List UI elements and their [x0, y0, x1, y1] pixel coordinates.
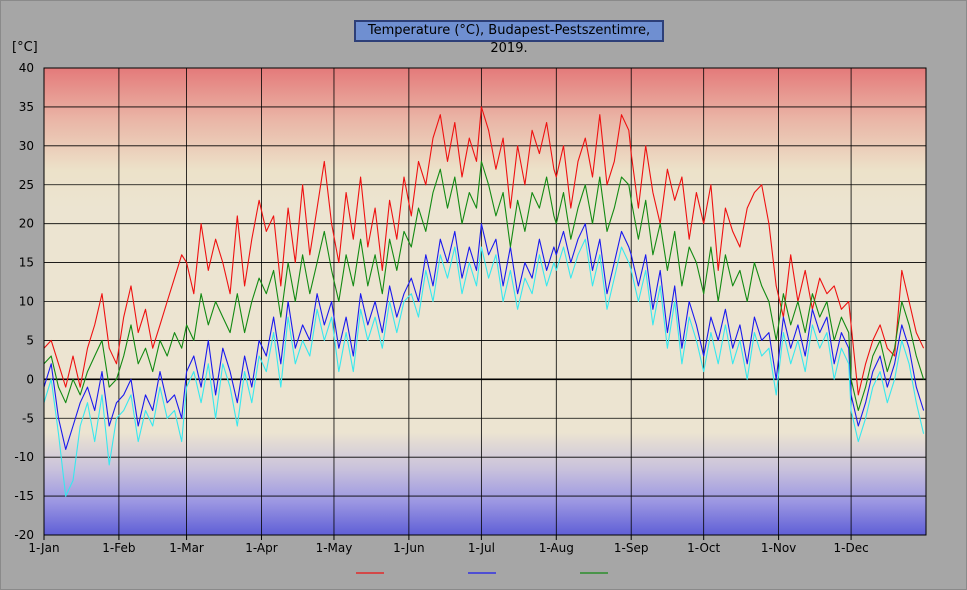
y-tick-label: 20 [19, 217, 34, 231]
x-tick-label: 1-Jul [468, 541, 495, 555]
x-tick-label: 1-Jan [28, 541, 59, 555]
y-tick-label: 25 [19, 178, 34, 192]
series-lines [43, 106, 925, 497]
x-tick-label: 1-Oct [687, 541, 720, 555]
x-tick-label: 1-Aug [539, 541, 574, 555]
grid-lines [43, 67, 926, 536]
x-tick-label: 1-Sep [614, 541, 649, 555]
x-tick-label: 1-May [316, 541, 353, 555]
y-tick-label: 0 [26, 372, 34, 386]
y-tick-label: -20 [14, 528, 34, 542]
y-axis-unit-label: [°C] [12, 40, 38, 55]
x-tick-label: 1-Feb [102, 541, 135, 555]
y-tick-label: 5 [26, 333, 34, 347]
y-axis-ticks: 40 35 30 25 20 15 10 5 0 -5 -10 -15 -20 [14, 61, 34, 542]
y-tick-label: 30 [19, 139, 34, 153]
series-line-2 [43, 223, 925, 450]
y-tick-label: 15 [19, 256, 34, 270]
x-axis-ticks: 1-Jan 1-Feb 1-Mar 1-Apr 1-May 1-Jun 1-Jul 1-Aug… [28, 535, 869, 555]
x-tick-label: 1-Jun [393, 541, 424, 555]
x-tick-label: 1-Nov [761, 541, 796, 555]
y-tick-label: -5 [22, 411, 34, 425]
chart-title: Temperature (°C), Budapest-Pestszentimre… [354, 20, 664, 56]
plot-border [43, 67, 927, 536]
series-line-4 [43, 238, 925, 497]
y-tick-label: -10 [14, 450, 34, 464]
x-tick-label: 1-Mar [169, 541, 204, 555]
series-line-1 [43, 106, 925, 396]
x-tick-label: 1-Apr [245, 541, 278, 555]
x-tick-label: 1-Dec [833, 541, 868, 555]
y-tick-label: 10 [19, 295, 34, 309]
y-tick-label: 40 [19, 61, 34, 75]
y-tick-label: -15 [14, 489, 34, 503]
y-tick-label: 35 [19, 100, 34, 114]
series-line-3 [43, 160, 925, 412]
